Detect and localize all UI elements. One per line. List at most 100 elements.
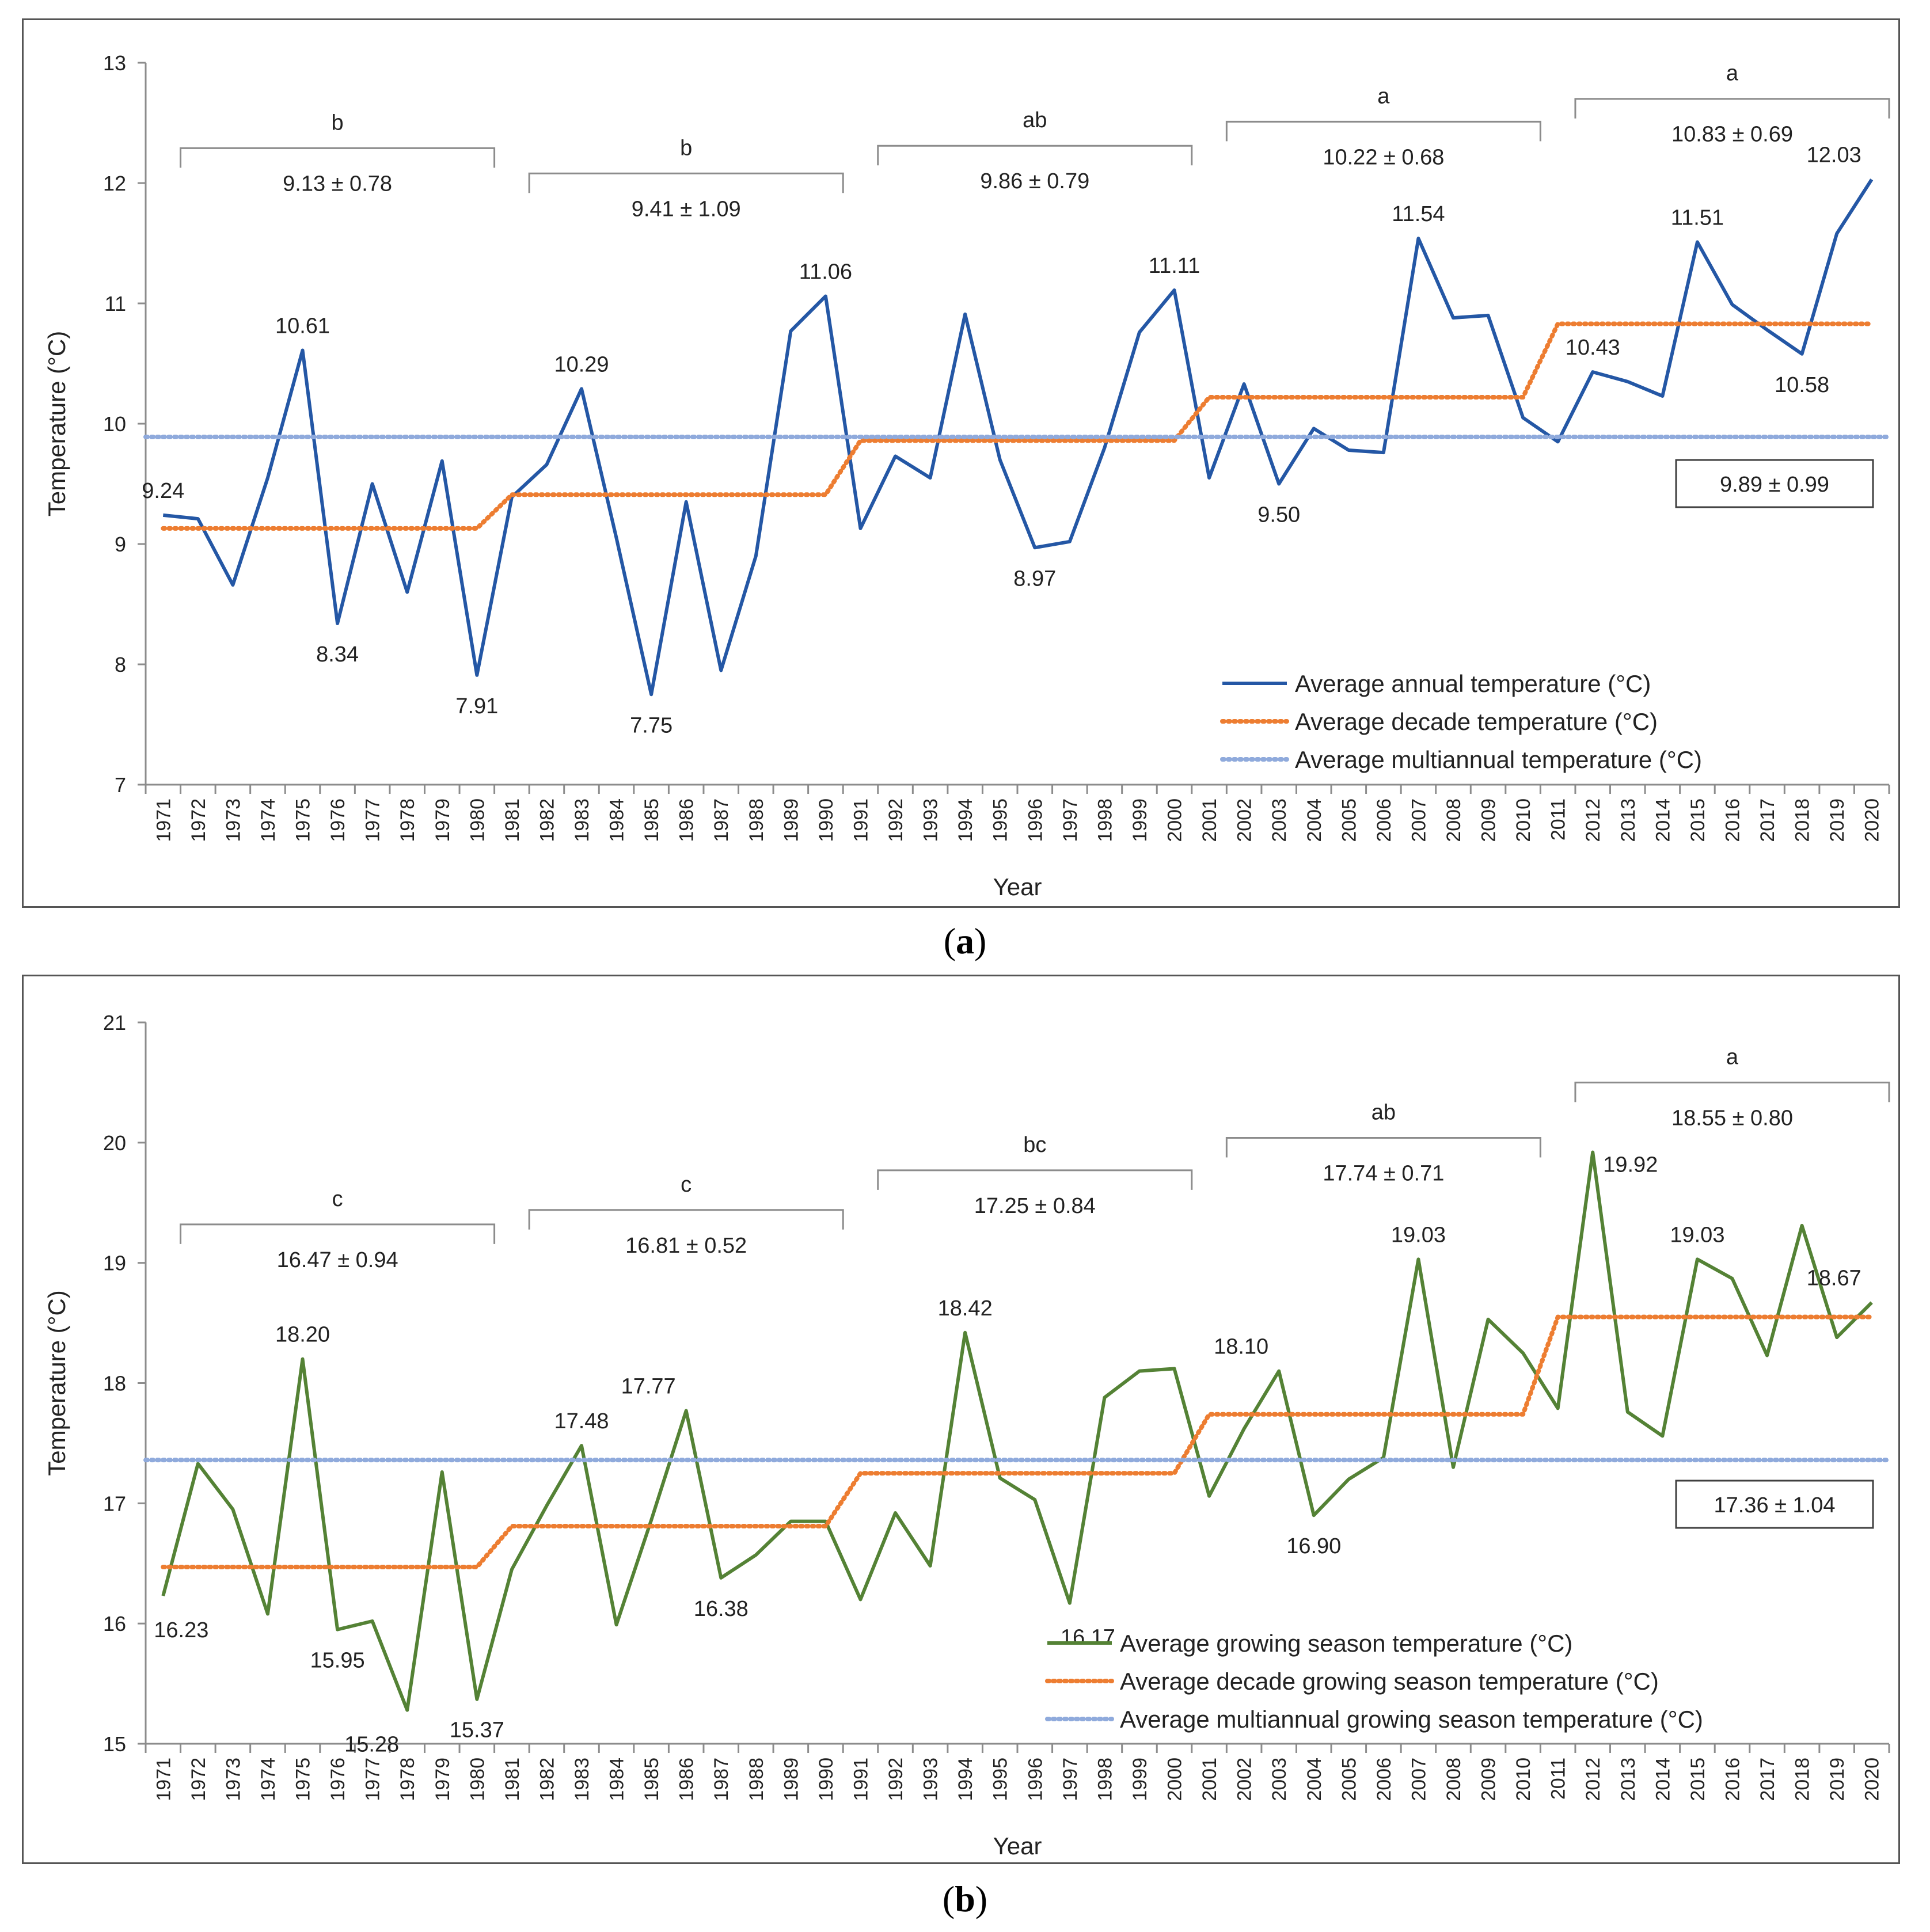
point-label: 7.91 (455, 694, 498, 718)
x-tick-label: 1984 (606, 798, 628, 842)
x-tick-label: 1979 (432, 1758, 454, 1801)
series-1-line (161, 1314, 1874, 1570)
x-tick-label: 2010 (1513, 1758, 1534, 1801)
x-tick-label: 1986 (676, 798, 698, 842)
x-tick-label: 1990 (815, 1758, 837, 1801)
caption-b: (b) (942, 1878, 988, 1919)
x-tick-label: 1999 (1129, 1758, 1151, 1801)
x-tick-label: 2018 (1792, 1758, 1814, 1801)
x-tick-label: 1977 (362, 798, 384, 842)
point-label: 17.77 (621, 1375, 676, 1399)
x-tick-label: 1983 (571, 798, 593, 842)
x-tick-label: 2020 (1861, 798, 1883, 842)
x-tick-label: 2001 (1199, 1758, 1221, 1801)
x-tick-label: 2017 (1757, 798, 1779, 842)
x-tick-label: 1987 (711, 798, 732, 842)
y-tick-label: 17 (103, 1492, 126, 1515)
x-tick-label: 1996 (1024, 798, 1046, 842)
x-tick-label: 1999 (1129, 798, 1151, 842)
x-tick-label: 2003 (1268, 1758, 1290, 1801)
x-tick-label: 2016 (1722, 1758, 1743, 1801)
x-tick-label: 1976 (327, 1758, 349, 1801)
x-tick-label: 2018 (1792, 798, 1814, 842)
point-label: 16.23 (154, 1618, 208, 1642)
decade-bracket (180, 147, 496, 168)
caption-b-letter: b (955, 1878, 975, 1919)
point-label: 11.06 (799, 260, 852, 284)
x-tick-label: 1998 (1094, 1758, 1116, 1801)
y-tick-label: 16 (103, 1612, 126, 1636)
decade-letter: c (332, 1187, 343, 1211)
x-tick-label: 1993 (920, 798, 942, 842)
point-label: 19.03 (1391, 1223, 1446, 1247)
x-tick-label: 1995 (990, 798, 1012, 842)
y-tick-label: 9 (115, 533, 126, 556)
x-tick-label: 2000 (1164, 1758, 1186, 1801)
x-tick-label: 1977 (362, 1758, 384, 1801)
x-tick-label: 1994 (955, 798, 977, 842)
legend-label-2: Average multiannual growing season tempe… (1120, 1706, 1703, 1733)
x-tick-label: 2017 (1757, 1758, 1779, 1801)
x-tick-label: 1972 (188, 1758, 210, 1801)
point-label: 19.92 (1603, 1153, 1658, 1177)
decade-bracket (1225, 1136, 1541, 1158)
x-tick-label: 2009 (1478, 1758, 1500, 1801)
x-tick-label: 2007 (1408, 1758, 1430, 1801)
series-1-line (161, 321, 1874, 531)
x-tick-label: 1978 (397, 1758, 419, 1801)
x-tick-label: 2005 (1338, 1758, 1360, 1801)
x-tick-label: 2005 (1338, 798, 1360, 842)
x-tick-label: 1979 (432, 798, 454, 842)
x-tick-label: 1986 (676, 1758, 698, 1801)
point-label: 18.67 (1807, 1267, 1861, 1291)
x-tick-label: 2015 (1687, 1758, 1709, 1801)
point-label: 10.61 (275, 314, 330, 339)
chart-panel-b: 15 16 17 18 19 20 21 1971 1972 1973 1974 1975 1976 19… (22, 975, 1900, 1864)
y-tick-label: 11 (105, 292, 126, 315)
point-label: 10.58 (1775, 373, 1829, 397)
x-tick-label: 1987 (711, 1758, 732, 1801)
decade-stat: 9.41 ± 1.09 (632, 197, 741, 221)
x-tick-label: 1973 (222, 1758, 244, 1801)
x-tick-label: 2011 (1548, 1758, 1570, 1800)
point-label: 15.37 (450, 1718, 504, 1743)
point-label: 16.17 (1061, 1626, 1115, 1650)
point-label: 15.28 (344, 1733, 399, 1757)
y-tick-label: 18 (103, 1372, 126, 1395)
decade-stat: 9.13 ± 0.78 (283, 172, 392, 196)
x-tick-label: 1988 (746, 1758, 768, 1801)
point-label: 16.38 (694, 1597, 749, 1621)
x-tick-label: 1978 (397, 798, 419, 842)
x-tick-label: 1985 (641, 798, 663, 842)
decade-letter: a (1726, 1045, 1739, 1069)
legend-label-0: Average growing season temperature (°C) (1120, 1630, 1572, 1657)
x-tick-label: 1988 (746, 798, 768, 842)
x-tick-label: 1975 (292, 1758, 314, 1801)
decade-stat: 16.81 ± 0.52 (625, 1234, 747, 1258)
x-tick-label: 1998 (1094, 798, 1116, 842)
point-label: 7.75 (630, 713, 673, 737)
point-label: 15.95 (310, 1649, 365, 1673)
decade-bracket (877, 1169, 1193, 1190)
decade-letter: a (1377, 84, 1390, 108)
x-tick-label: 2011 (1548, 798, 1570, 841)
x-tick-label: 1985 (641, 1758, 663, 1801)
x-tick-label: 1997 (1059, 798, 1081, 842)
y-tick-label: 10 (103, 412, 126, 436)
decade-bracket (1225, 120, 1541, 142)
decade-letter: b (680, 136, 692, 160)
caption-a-letter: a (956, 921, 974, 961)
legend-label-1: Average decade temperature (°C) (1295, 708, 1658, 735)
x-tick-label: 1992 (885, 1758, 907, 1801)
y-tick-label: 21 (103, 1011, 126, 1035)
y-tick-label: 19 (103, 1252, 126, 1275)
point-label: 16.90 (1286, 1534, 1341, 1558)
x-tick-label: 2006 (1373, 1758, 1395, 1801)
decade-letter: ab (1371, 1100, 1396, 1124)
decade-bracket (1574, 98, 1890, 119)
x-tick-label: 1972 (188, 798, 210, 842)
x-tick-label: 1995 (990, 1758, 1012, 1801)
point-label: 10.43 (1566, 336, 1620, 360)
decade-bracket (180, 1223, 496, 1244)
x-tick-label: 1990 (815, 798, 837, 842)
